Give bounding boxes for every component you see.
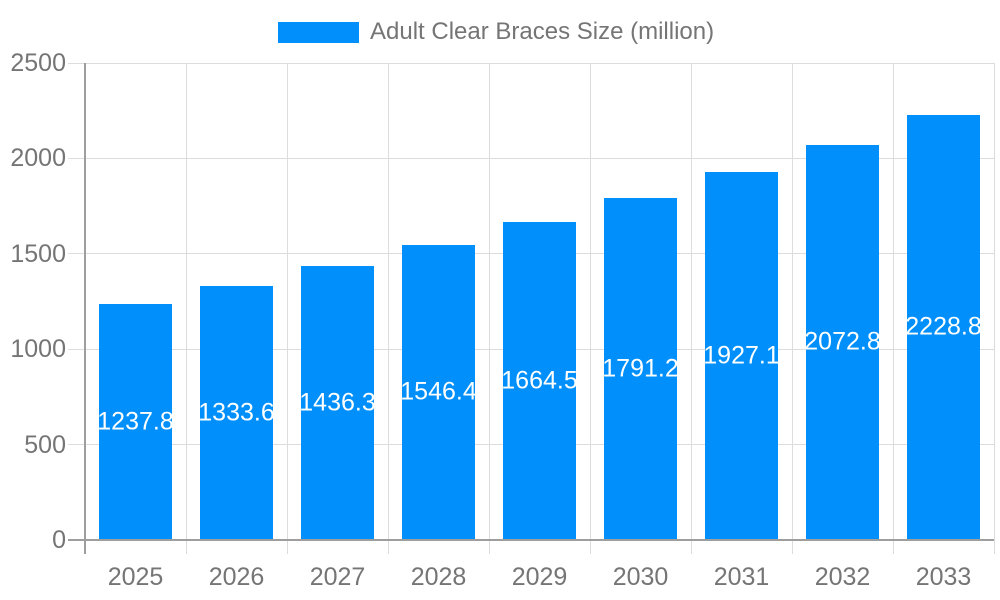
plot-area: 0 500 1000 1500 2000 2500 1237.8 2025 1333.6 2026…: [10, 50, 995, 591]
bar-value-label: 2228.8: [905, 312, 982, 341]
legend-swatch-icon: [278, 21, 359, 43]
v-gridline: [791, 63, 793, 554]
x-tick-label: 2030: [612, 563, 669, 591]
x-tick-label: 2026: [208, 563, 265, 591]
bar[interactable]: 1237.8: [97, 303, 174, 540]
bar-value-label: 1927.1: [703, 341, 780, 370]
x-tick-label: 2028: [410, 563, 467, 591]
bar[interactable]: 1333.6: [198, 285, 275, 540]
h-gridline: [68, 157, 994, 159]
bar-value-label: 1237.8: [97, 407, 174, 436]
v-gridline: [892, 63, 894, 554]
v-gridline: [589, 63, 591, 554]
bar[interactable]: 1546.4: [400, 244, 477, 540]
x-tick-label: 2029: [511, 563, 568, 591]
x-axis-line: [68, 539, 994, 541]
v-gridline: [690, 63, 692, 554]
v-gridline: [185, 63, 187, 554]
bar-value-label: 1333.6: [198, 398, 275, 427]
bar-value-label: 1436.3: [299, 388, 376, 417]
bar[interactable]: 1927.1: [703, 172, 780, 540]
legend-item[interactable]: Adult Clear Braces Size (million): [278, 15, 714, 49]
x-tick-label: 2025: [107, 563, 164, 591]
bar-value-label: 2072.8: [804, 327, 881, 356]
v-gridline: [488, 63, 490, 554]
bar[interactable]: 2228.8: [905, 114, 982, 540]
v-gridline: [993, 63, 995, 554]
bar-value-label: 1791.2: [602, 354, 679, 383]
bar-value-label: 1664.5: [501, 366, 578, 395]
bar[interactable]: 1791.2: [602, 198, 679, 540]
bar[interactable]: 2072.8: [804, 144, 881, 540]
h-gridline: [68, 62, 994, 64]
legend-label: Adult Clear Braces Size (million): [370, 18, 715, 45]
y-axis-line: [84, 63, 86, 554]
bar[interactable]: 1664.5: [501, 222, 578, 540]
y-tick-label: 500: [24, 430, 66, 459]
x-tick-label: 2033: [915, 563, 972, 591]
x-tick-label: 2032: [814, 563, 871, 591]
y-tick-label: 1000: [10, 335, 66, 364]
v-gridline: [286, 63, 288, 554]
y-tick-label: 2500: [10, 49, 66, 77]
y-tick-label: 1500: [10, 239, 66, 268]
y-tick-label: 2000: [10, 144, 66, 173]
v-gridline: [387, 63, 389, 554]
y-tick-label: 0: [52, 526, 66, 554]
x-tick-label: 2031: [713, 563, 770, 591]
x-tick-label: 2027: [309, 563, 366, 591]
bar[interactable]: 1436.3: [299, 265, 376, 540]
bar-value-label: 1546.4: [400, 377, 477, 406]
